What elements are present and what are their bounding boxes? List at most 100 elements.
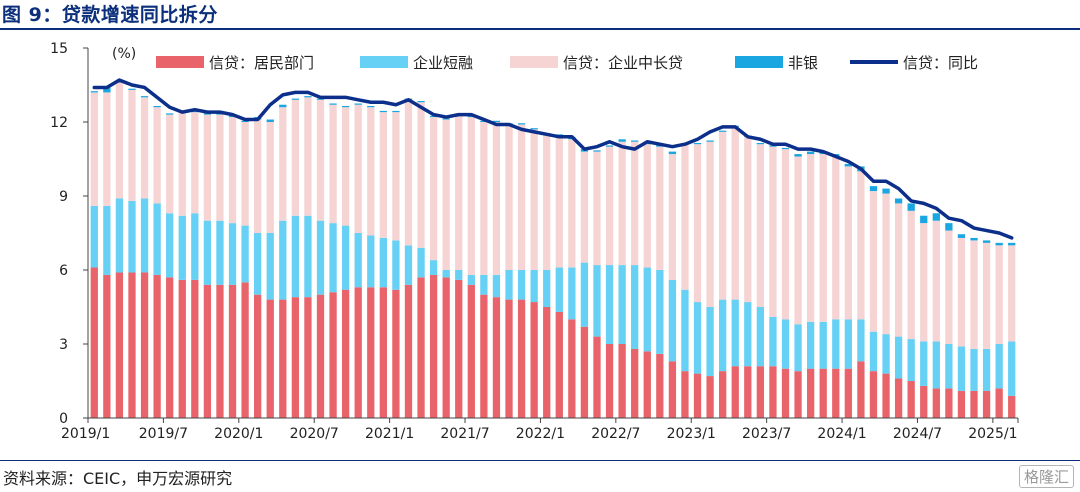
bar-nonbank [354, 103, 362, 105]
bar-corp_short [279, 220, 287, 300]
y-tick-label: 15 [50, 41, 68, 57]
bar-corp_long [681, 144, 689, 290]
bar-nonbank [417, 101, 425, 103]
bar-corp_short [517, 270, 526, 300]
bar-household [982, 390, 991, 418]
bar-household [819, 368, 827, 418]
bar-corp_short [568, 267, 576, 320]
bar-nonbank [869, 186, 878, 192]
y-axis-unit: (%) [112, 46, 136, 62]
bar-corp_short [832, 319, 840, 369]
bar-nonbank [216, 113, 224, 115]
bar-corp_short [530, 270, 538, 303]
bar-household [304, 297, 312, 418]
bar-nonbank [153, 105, 161, 108]
bar-corp_long [304, 97, 312, 216]
bar-household [706, 376, 714, 418]
bar-corp_short [719, 299, 727, 372]
bar-corp_short [957, 346, 966, 391]
bar-corp_long [555, 136, 563, 268]
bar-nonbank [241, 120, 249, 122]
bar-corp_short [392, 240, 400, 290]
bar-corp_long [178, 112, 186, 216]
x-tick-label: 2021/7 [440, 426, 489, 442]
bar-corp_long [706, 141, 714, 307]
bar-nonbank [304, 96, 312, 98]
bar-corp_long [756, 144, 765, 307]
bar-corp_short [128, 200, 136, 273]
bar-nonbank [932, 213, 940, 221]
bar-corp_short [681, 289, 689, 372]
bar-corp_long [316, 99, 325, 221]
bar-corp_short [555, 267, 563, 312]
bar-nonbank [530, 128, 538, 130]
x-tick-label: 2023/1 [667, 426, 716, 442]
bar-nonbank [492, 120, 501, 122]
bar-corp_short [379, 237, 387, 288]
bar-nonbank [191, 110, 199, 113]
bar-nonbank [517, 123, 526, 125]
y-tick-label: 12 [50, 115, 68, 131]
bar-nonbank [291, 98, 300, 100]
bar-corp_short [907, 339, 915, 381]
bar-nonbank [593, 150, 601, 152]
bar-corp_short [756, 307, 765, 367]
bar-nonbank [907, 203, 915, 211]
bar-household [417, 277, 425, 418]
bar-corp_short [354, 233, 362, 288]
bar-corp_short [844, 319, 852, 369]
bar-household [153, 274, 161, 418]
bar-corp_short [241, 225, 249, 283]
bar-corp_short [266, 233, 274, 300]
bar-corp_long [153, 107, 161, 204]
bar-corp_short [869, 331, 878, 372]
bar-corp_short [191, 213, 199, 280]
bar-household [543, 307, 551, 418]
y-tick-label: 6 [59, 263, 68, 279]
bar-corp_short [982, 348, 991, 391]
bar-corp_short [593, 265, 601, 337]
bar-corp_long [442, 119, 450, 270]
bar-household [103, 274, 111, 418]
legend-swatch-corp_long [510, 56, 558, 68]
bar-corp_long [530, 129, 538, 270]
bar-household [643, 351, 651, 418]
bar-corp_long [882, 193, 890, 335]
bar-corp_long [781, 149, 790, 320]
bar-household [631, 348, 639, 418]
bar-corp_long [455, 114, 463, 270]
bar-corp_short [995, 344, 1003, 389]
bar-corp_short [706, 307, 714, 377]
bar-household [744, 366, 752, 418]
bar-household [832, 368, 840, 418]
bar-household [492, 297, 501, 418]
bar-corp_long [580, 151, 589, 263]
page-title: 图 9：贷款增速同比拆分 [2, 4, 218, 26]
footer-divider [0, 460, 1080, 461]
bar-corp_long [957, 237, 966, 347]
bar-nonbank [367, 105, 375, 108]
bar-household [844, 368, 852, 418]
bar-nonbank [605, 145, 614, 147]
bar-nonbank [128, 88, 136, 90]
bar-household [367, 287, 375, 418]
bar-corp_short [806, 321, 815, 369]
bar-corp_long [367, 107, 375, 236]
bar-household [178, 279, 186, 418]
bar-corp_short [178, 215, 186, 280]
bar-corp_long [719, 131, 727, 300]
bar-household [857, 361, 865, 418]
bar-household [869, 371, 878, 418]
x-tick-label: 2022/7 [591, 426, 640, 442]
bar-corp_long [656, 146, 664, 270]
bar-corp_short [254, 233, 262, 295]
bar-corp_short [429, 260, 438, 275]
bar-corp_short [505, 270, 513, 300]
bar-corp_long [429, 117, 438, 261]
bar-nonbank [995, 242, 1003, 246]
bar-corp_short [894, 336, 903, 379]
bar-corp_long [329, 104, 337, 224]
bar-corp_short [970, 348, 978, 391]
bar-corp_short [329, 223, 337, 293]
bar-household [128, 272, 136, 418]
